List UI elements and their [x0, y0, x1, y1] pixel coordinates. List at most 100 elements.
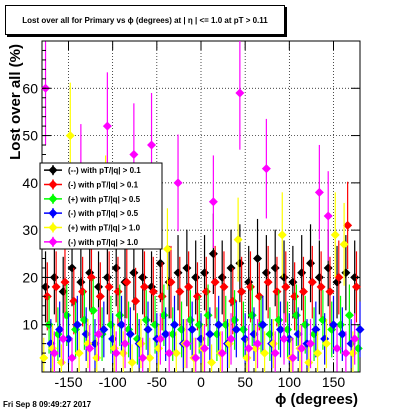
data-point: [131, 296, 141, 306]
data-point: [200, 343, 210, 353]
data-point: [281, 282, 291, 292]
data-point: [72, 320, 82, 330]
data-point: [339, 239, 349, 249]
data-point: [162, 244, 172, 254]
data-point: [297, 343, 307, 353]
data-point: [102, 121, 112, 131]
data-point: [205, 329, 215, 339]
data-point: [316, 282, 326, 292]
legend-label: (+) with pT/|q| > 1.0: [68, 224, 141, 233]
data-point: [138, 353, 148, 363]
x-axis-label: ϕ (degrees): [275, 391, 358, 408]
data-point: [147, 140, 157, 150]
legend-marker: [48, 223, 58, 232]
data-point: [145, 353, 155, 363]
data-point: [253, 254, 263, 264]
data-point: [120, 339, 130, 349]
chart-title: Lost over all for Primary vs ϕ (degrees)…: [5, 5, 285, 35]
data-point: [321, 339, 331, 349]
data-point: [67, 353, 77, 363]
data-point: [231, 324, 241, 334]
data-point: [129, 149, 139, 159]
data-point: [276, 324, 285, 334]
data-point: [355, 324, 365, 334]
data-point: [164, 348, 174, 358]
data-point: [104, 282, 114, 292]
y-tick-label: 60: [22, 80, 38, 96]
data-point: [39, 353, 49, 363]
data-point: [344, 310, 354, 320]
data-point: [60, 277, 70, 287]
data-point: [139, 282, 149, 292]
data-point: [182, 339, 192, 349]
legend-marker: [48, 180, 58, 189]
timestamp: Fri Sep 8 09:49:27 2017: [3, 400, 92, 409]
data-point: [263, 277, 273, 287]
y-tick-label: 20: [22, 269, 38, 285]
data-point: [155, 334, 165, 344]
data-point: [307, 277, 317, 287]
x-tick-label: 0: [197, 374, 205, 390]
data-point: [117, 320, 126, 330]
x-tick-label: -50: [147, 374, 167, 390]
data-point: [258, 320, 268, 330]
x-tick-label: 150: [322, 374, 346, 390]
legend-label: (--) with pT/|q| > 0.1: [68, 166, 141, 175]
data-point: [270, 348, 280, 358]
data-point: [214, 320, 224, 330]
data-point: [351, 282, 361, 292]
legend-marker: [48, 194, 58, 204]
data-point: [173, 178, 183, 188]
data-point: [166, 277, 176, 287]
y-tick-label: 50: [22, 128, 38, 144]
data-point: [341, 348, 351, 358]
data-point: [306, 339, 316, 349]
x-tick-label: -100: [99, 374, 127, 390]
legend-label: (-) with pT/|q| > 0.1: [68, 181, 139, 190]
data-point: [88, 306, 98, 316]
y-tick-label: 40: [22, 175, 38, 191]
x-tick-label: 100: [278, 374, 302, 390]
data-point: [237, 287, 247, 297]
data-point: [332, 343, 342, 353]
x-tick-label: -150: [54, 374, 82, 390]
legend-label: (+) with pT/|q| > 0.5: [68, 195, 141, 204]
data-point: [219, 282, 229, 292]
data-point: [161, 329, 171, 339]
y-axis-label: Lost over all (%): [7, 44, 24, 160]
data-point: [325, 287, 335, 297]
data-point: [244, 343, 254, 353]
data-point: [175, 287, 185, 297]
y-tick-label: 10: [22, 317, 38, 333]
data-point: [288, 353, 298, 363]
data-point: [85, 343, 95, 353]
data-point: [207, 358, 217, 368]
data-point: [261, 164, 271, 174]
data-point: [64, 334, 73, 344]
data-point: [277, 230, 287, 240]
data-point: [49, 348, 59, 358]
data-point: [143, 324, 153, 334]
x-tick-label: 50: [237, 374, 253, 390]
data-point: [171, 348, 181, 358]
data-point: [187, 324, 197, 334]
data-point: [191, 353, 201, 363]
data-point: [334, 272, 344, 282]
data-point: [111, 348, 121, 358]
data-point: [217, 348, 227, 358]
data-point: [329, 320, 338, 330]
legend-marker: [48, 165, 58, 175]
data-point: [253, 339, 263, 349]
data-point: [313, 348, 323, 358]
axis-ticks: -150 -100 -50 0 50 100 150 10 20 30 40 50 60: [22, 40, 361, 390]
data-point: [99, 324, 109, 334]
data-point: [122, 277, 132, 287]
data-point: [314, 187, 324, 197]
data-point: [51, 282, 61, 292]
data-point: [125, 329, 135, 339]
data-point: [279, 334, 289, 344]
legend-marker: [48, 208, 58, 218]
data-point: [94, 329, 104, 339]
legend-label: (-) with pT/|q| > 0.5: [68, 209, 139, 218]
